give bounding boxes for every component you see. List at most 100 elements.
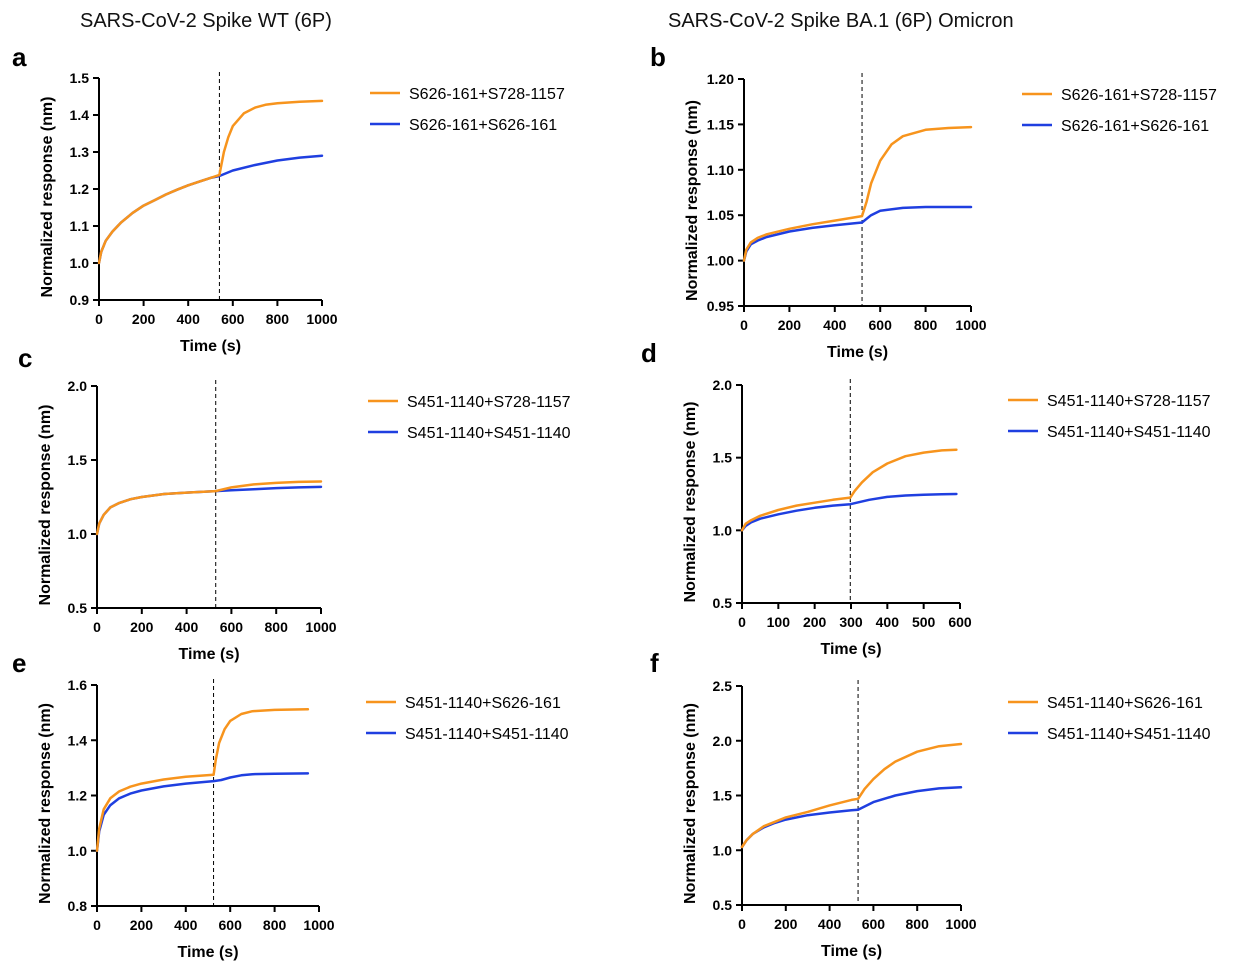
y-tick-label: 1.4: [68, 732, 88, 748]
y-tick-label: 0.5: [713, 595, 733, 611]
chart-panel-f: f 0 200 400 600 800 1000 0.5 1.0 1.5 2.0 2.5 Time (s…: [650, 648, 1211, 960]
legend-label: S451-1140+S451-1140: [1047, 726, 1211, 743]
series-line-2: [740, 492, 958, 532]
x-tick-label: 600: [948, 614, 972, 630]
x-tick-label: 100: [767, 614, 791, 630]
x-tick-label: 1000: [945, 916, 976, 932]
x-axis-label: Time (s): [180, 338, 241, 355]
column-title-omicron: SARS-CoV-2 Spike BA.1 (6P) Omicron: [668, 10, 1014, 32]
panel-label: b: [650, 42, 666, 72]
x-tick-label: 800: [914, 317, 938, 333]
series-line-2: [97, 154, 324, 265]
legend-label: S626-161+S728-1157: [1061, 87, 1217, 104]
x-tick-label: 600: [869, 317, 893, 333]
chart-panel-e: e 0 200 400 600 800 1000 0.8 1.0 1.2 1.4 1.6 Time (s…: [12, 648, 569, 961]
panel-label: d: [641, 338, 657, 368]
series-line-2: [95, 485, 323, 536]
column-title-wt: SARS-CoV-2 Spike WT (6P): [80, 10, 332, 32]
x-tick-label: 0: [95, 311, 103, 327]
legend-label: S451-1140+S451-1140: [405, 726, 569, 743]
series-line-1: [740, 448, 958, 532]
x-tick-label: 600: [221, 311, 245, 327]
y-tick-label: 1.10: [707, 162, 734, 178]
y-tick-label: 1.5: [713, 450, 733, 466]
x-tick-label: 400: [177, 311, 201, 327]
x-tick-label: 200: [774, 916, 798, 932]
series-line-2: [95, 772, 310, 853]
y-tick-label: 1.0: [713, 522, 733, 538]
panel-label: e: [12, 648, 26, 678]
x-tick-label: 1000: [306, 311, 337, 327]
y-tick-label: 1.0: [713, 842, 733, 858]
x-tick-label: 600: [220, 619, 244, 635]
x-tick-label: 800: [266, 311, 290, 327]
x-tick-label: 200: [778, 317, 802, 333]
y-tick-label: 2.0: [68, 378, 88, 394]
chart-panel-b: b 0 200 400 600 800 1000 0.95 1.00 1.05 1.10 1.15 1.…: [650, 42, 1217, 361]
x-tick-label: 0: [93, 619, 101, 635]
x-tick-label: 600: [862, 916, 886, 932]
x-tick-label: 400: [175, 619, 199, 635]
x-tick-label: 0: [738, 614, 746, 630]
y-tick-label: 1.15: [707, 116, 734, 132]
y-tick-label: 1.20: [707, 71, 734, 87]
y-axis-label: Normalized response (nm): [682, 402, 699, 603]
x-tick-label: 800: [265, 619, 289, 635]
y-tick-label: 1.5: [713, 788, 733, 804]
y-tick-label: 1.5: [70, 70, 90, 86]
x-tick-label: 800: [263, 917, 287, 933]
y-axis-label: Normalized response (nm): [37, 703, 54, 904]
y-tick-label: 0.8: [68, 898, 88, 914]
panel-label: a: [12, 42, 27, 72]
x-tick-label: 200: [803, 614, 827, 630]
y-tick-label: 2.0: [713, 733, 733, 749]
y-tick-label: 1.0: [68, 526, 88, 542]
chart-panel-a: a 0 200 400 600 800 1000 0.9 1.0 1.1 1.2 1.3 1.4 1.5 T…: [12, 42, 565, 355]
x-tick-label: 200: [132, 311, 156, 327]
x-tick-label: 1000: [303, 917, 334, 933]
legend-label: S451-1140+S451-1140: [407, 425, 571, 442]
x-tick-label: 400: [818, 916, 842, 932]
legend-label: S626-161+S626-161: [1061, 118, 1209, 135]
series-line-2: [742, 205, 973, 262]
y-tick-label: 1.2: [70, 181, 90, 197]
x-tick-label: 400: [823, 317, 847, 333]
y-axis-label: Normalized response (nm): [684, 100, 701, 301]
x-tick-label: 400: [174, 917, 198, 933]
y-tick-label: 1.4: [70, 107, 90, 123]
legend-label: S451-1140+S451-1140: [1047, 424, 1211, 441]
x-tick-label: 300: [839, 614, 863, 630]
y-tick-label: 1.0: [68, 843, 88, 859]
x-tick-label: 1000: [305, 619, 336, 635]
x-axis-label: Time (s): [177, 944, 238, 961]
x-tick-label: 0: [93, 917, 101, 933]
y-tick-label: 2.0: [713, 377, 733, 393]
series-line-1: [97, 99, 324, 265]
series-line-1: [742, 125, 973, 262]
y-tick-label: 0.9: [70, 292, 90, 308]
series-line-1: [95, 480, 323, 536]
x-axis-label: Time (s): [821, 943, 882, 960]
y-tick-label: 1.1: [70, 218, 90, 234]
y-axis-label: Normalized response (nm): [39, 97, 56, 298]
legend-label: S451-1140+S728-1157: [1047, 393, 1211, 410]
chart-panel-d: d 0 100 200 300 400 500 600 0.5 1.0 1.5 2.0 Time (s)…: [641, 338, 1211, 658]
series-line-2: [740, 786, 963, 849]
x-tick-label: 800: [906, 916, 930, 932]
x-tick-label: 0: [738, 916, 746, 932]
panel-label: f: [650, 648, 659, 678]
x-tick-label: 200: [130, 619, 154, 635]
legend-label: S451-1140+S728-1157: [407, 394, 571, 411]
y-tick-label: 1.5: [68, 452, 88, 468]
y-tick-label: 1.3: [70, 144, 90, 160]
x-tick-label: 400: [876, 614, 900, 630]
x-axis-label: Time (s): [178, 646, 239, 663]
y-tick-label: 1.2: [68, 788, 88, 804]
x-tick-label: 600: [219, 917, 243, 933]
panels: a0 200 400 600 800 10000.91.01.11.21.31.41.5T…: [12, 42, 1217, 961]
y-tick-label: 1.6: [68, 677, 88, 693]
y-axis-label: Normalized response (nm): [682, 703, 699, 904]
x-tick-label: 500: [912, 614, 936, 630]
y-tick-label: 0.5: [68, 600, 88, 616]
